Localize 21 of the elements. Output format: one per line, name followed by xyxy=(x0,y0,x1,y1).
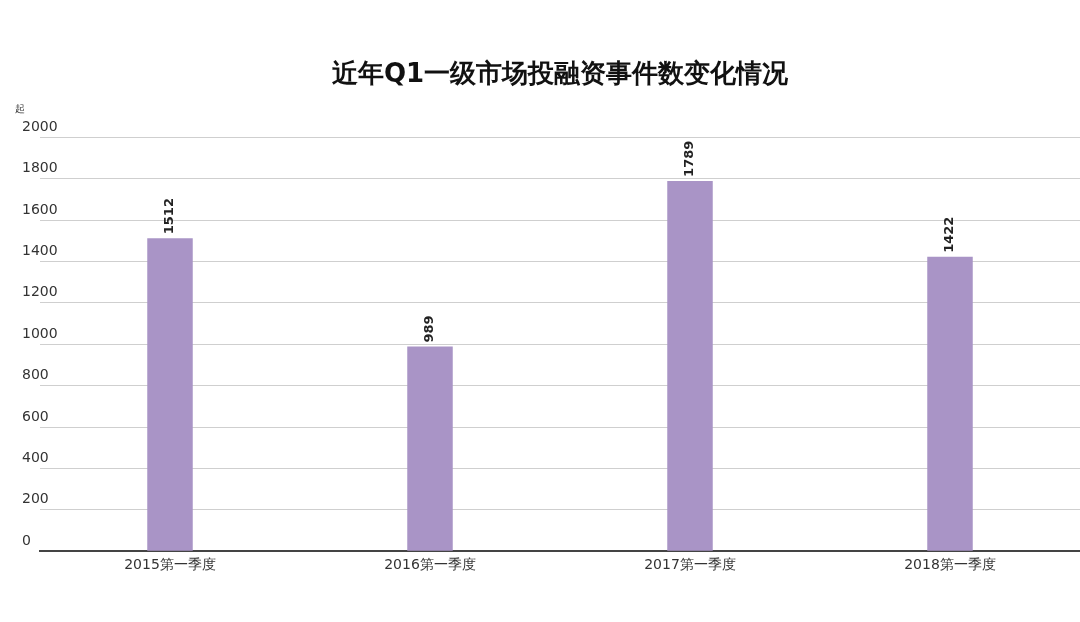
x-tick-label: 2017第一季度 xyxy=(644,556,736,573)
y-tick-label: 600 xyxy=(22,407,49,424)
y-tick-label: 1600 xyxy=(22,200,58,217)
y-tick-label: 1400 xyxy=(22,242,58,259)
x-tick-label: 2016第一季度 xyxy=(384,556,476,573)
y-tick-label: 400 xyxy=(22,449,49,466)
y-tick-label: 200 xyxy=(22,490,49,507)
y-tick-label: 1200 xyxy=(22,283,58,300)
chart-title: 近年Q1一级市场投融资事件数变化情况 xyxy=(331,58,790,89)
x-tick-label: 2015第一季度 xyxy=(124,556,216,573)
data-label: 1512 xyxy=(161,198,177,235)
y-tick-label: 1800 xyxy=(22,159,58,176)
y-tick-label: 2000 xyxy=(22,117,58,134)
y-tick-label: 800 xyxy=(22,366,49,383)
y-axis-title: 起 xyxy=(15,102,25,114)
data-label: 1789 xyxy=(681,140,697,177)
data-label: 989 xyxy=(421,315,437,343)
y-tick-label: 0 xyxy=(22,531,31,548)
x-tick-label: 2018第一季度 xyxy=(904,556,996,573)
data-label: 1422 xyxy=(941,216,957,253)
y-tick-label: 1000 xyxy=(22,324,58,341)
